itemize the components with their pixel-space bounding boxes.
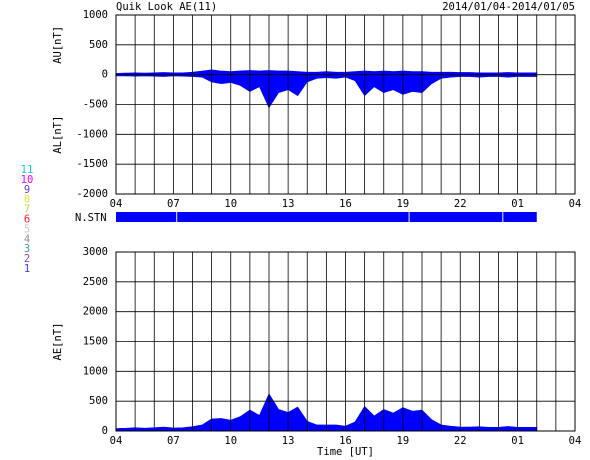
- y-tick-label: 3000: [83, 246, 108, 258]
- chart-title: Quik Look AE(11): [116, 1, 217, 13]
- station-level: 8: [24, 194, 30, 206]
- station-level: 1: [24, 263, 30, 275]
- station-level: 9: [24, 184, 30, 196]
- x-axis-label: Time [UT]: [317, 446, 374, 458]
- strip-label: N.STN: [75, 212, 107, 224]
- x-tick-label: 01: [511, 435, 524, 447]
- strip-segment: [177, 212, 409, 222]
- x-tick-label: 07: [167, 198, 180, 210]
- station-level: 2: [24, 253, 30, 265]
- x-tick-label: 13: [282, 198, 295, 210]
- strip-segment: [116, 212, 177, 222]
- y-tick-label: -1500: [76, 158, 108, 170]
- y-tick-label: 0: [102, 69, 108, 81]
- station-level: 11: [21, 164, 34, 176]
- y-tick-label: 1000: [83, 9, 108, 21]
- y-tick-label: -1000: [76, 128, 108, 140]
- y-axis-label: AE[nT]: [52, 323, 64, 361]
- x-tick-label: 04: [569, 435, 582, 447]
- station-level: 10: [21, 174, 34, 186]
- strip-segment: [409, 212, 503, 222]
- x-tick-label: 04: [569, 198, 582, 210]
- plot-frame: [115, 14, 576, 195]
- strip-segment: [503, 212, 537, 222]
- area-series: [115, 393, 538, 432]
- x-tick-label: 07: [167, 435, 180, 447]
- y-tick-label: 0: [102, 425, 108, 437]
- y-tick-label: 1500: [83, 336, 108, 348]
- x-tick-label: 22: [454, 198, 467, 210]
- x-tick-label: 22: [454, 435, 467, 447]
- station-level: 3: [24, 243, 30, 255]
- x-tick-label: 01: [511, 198, 524, 210]
- station-level: 6: [24, 214, 30, 226]
- x-tick-label: 19: [397, 198, 410, 210]
- x-tick-label: 13: [282, 435, 295, 447]
- x-tick-label: 16: [339, 435, 352, 447]
- y-axis-label: AL[nT]: [52, 116, 64, 154]
- x-tick-label: 19: [397, 435, 410, 447]
- y-tick-label: 500: [89, 395, 108, 407]
- y-tick-label: -2000: [76, 188, 108, 200]
- y-tick-label: 500: [89, 39, 108, 51]
- y-tick-label: 2500: [83, 276, 108, 288]
- x-tick-label: 04: [110, 435, 123, 447]
- chart-subtitle: 2014/01/04-2014/01/05: [442, 1, 575, 13]
- x-tick-label: 10: [224, 435, 237, 447]
- x-tick-label: 04: [110, 198, 123, 210]
- y-tick-label: 1000: [83, 365, 108, 377]
- x-tick-label: 10: [224, 198, 237, 210]
- plot-frame: [115, 251, 576, 432]
- station-level: 4: [24, 233, 30, 245]
- y-tick-label: 2000: [83, 306, 108, 318]
- y-tick-label: -500: [83, 99, 108, 111]
- station-level: 5: [24, 223, 30, 235]
- station-level: 7: [24, 204, 30, 216]
- x-tick-label: 16: [339, 198, 352, 210]
- y-axis-label: AU[nT]: [52, 26, 64, 64]
- area-series: [115, 74, 538, 109]
